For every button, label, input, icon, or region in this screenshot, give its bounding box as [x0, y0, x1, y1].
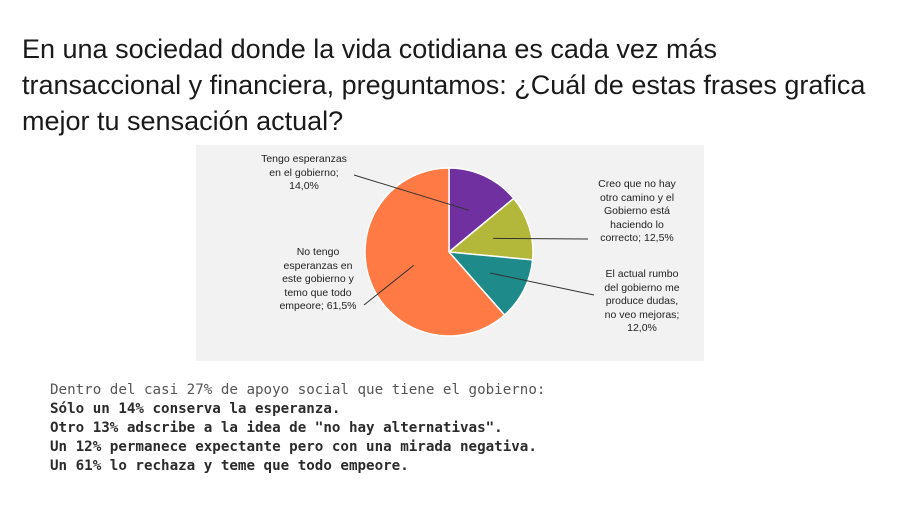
- summary-text: Dentro del casi 27% de apoyo social que …: [50, 381, 870, 476]
- summary-lead: Dentro del casi 27% de apoyo social que …: [50, 382, 546, 398]
- pie-slice-no-hay-otro-camino: [447, 197, 534, 261]
- leader-line-no-hay-otro-camino: [493, 237, 589, 240]
- summary-line-4: Un 61% lo rechaza y teme que todo empeor…: [50, 458, 409, 474]
- slice-label-no-tengo-esperanzas: No tengo esperanzas en este gobierno y t…: [279, 246, 357, 312]
- summary-line-3: Un 12% permanece expectante pero con una…: [50, 439, 537, 455]
- leader-line-dudas: [490, 272, 595, 296]
- pie-slice-no-tengo-esperanzas: [364, 167, 506, 337]
- pie-chart-panel: Tengo esperanzas en el gobierno; 14,0% C…: [196, 145, 704, 361]
- slice-label-dudas: El actual rumbo del gobierno me produce …: [604, 268, 680, 334]
- leader-line-esperanzas: [353, 174, 469, 211]
- pie-chart: [353, 167, 595, 337]
- pie-slice-dudas: [447, 251, 534, 317]
- summary-line-2: Otro 13% adscribe a la idea de "no hay a…: [50, 420, 503, 436]
- summary-line-1: Sólo un 14% conserva la esperanza.: [50, 401, 341, 417]
- pie-slice-esperanzas: [448, 167, 515, 254]
- leader-line-no-tengo-esperanzas: [363, 264, 414, 306]
- page-title: En una sociedad donde la vida cotidiana …: [22, 34, 866, 136]
- slice-label-no-hay-otro-camino: Creo que no hay otro camino y el Gobiern…: [598, 178, 676, 244]
- slice-label-esperanzas: Tengo esperanzas en el gobierno; 14,0%: [261, 153, 347, 192]
